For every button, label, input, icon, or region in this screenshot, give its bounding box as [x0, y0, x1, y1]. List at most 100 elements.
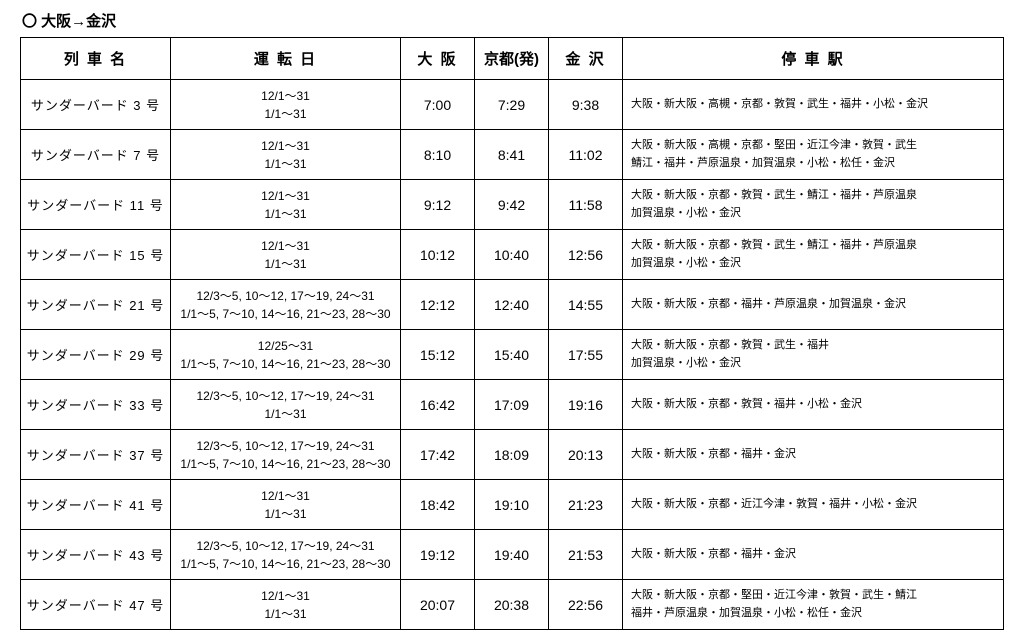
kanazawa-time-cell: 21:23 — [549, 480, 623, 530]
osaka-time-cell: 12:12 — [401, 280, 475, 330]
osaka-time-cell: 18:42 — [401, 480, 475, 530]
date-line-1: 12/1～31 — [171, 87, 400, 105]
table-row: サンダーバード 47 号12/1～311/1～3120:0720:3822:56… — [21, 580, 1004, 630]
page-title: 〇 大阪→金沢 — [20, 10, 1004, 31]
stops-cell: 大阪・新大阪・京都・近江今津・敦賀・福井・小松・金沢 — [623, 480, 1004, 530]
date-line-2: 1/1～31 — [171, 205, 400, 223]
kyoto-time-cell: 15:40 — [475, 330, 549, 380]
date-cell: 12/3～5, 10～12, 17～19, 24～311/1～5, 7～10, … — [171, 430, 401, 480]
stops-line-1: 大阪・新大阪・京都・敦賀・武生・福井 — [631, 337, 995, 355]
kanazawa-time-cell: 14:55 — [549, 280, 623, 330]
kanazawa-time-cell: 9:38 — [549, 80, 623, 130]
date-cell: 12/1～311/1～31 — [171, 80, 401, 130]
stops-cell: 大阪・新大阪・京都・敦賀・福井・小松・金沢 — [623, 380, 1004, 430]
train-name-cell: サンダーバード 15 号 — [21, 230, 171, 280]
header-osaka: 大 阪 — [401, 38, 475, 80]
kyoto-time-cell: 20:38 — [475, 580, 549, 630]
stops-line-1: 大阪・新大阪・京都・敦賀・武生・鯖江・福井・芦原温泉 — [631, 237, 995, 255]
table-row: サンダーバード 15 号12/1～311/1～3110:1210:4012:56… — [21, 230, 1004, 280]
date-line-1: 12/3～5, 10～12, 17～19, 24～31 — [171, 287, 400, 305]
date-line-1: 12/25～31 — [171, 337, 400, 355]
stops-cell: 大阪・新大阪・京都・福井・芦原温泉・加賀温泉・金沢 — [623, 280, 1004, 330]
date-line-1: 12/3～5, 10～12, 17～19, 24～31 — [171, 387, 400, 405]
header-date: 運 転 日 — [171, 38, 401, 80]
osaka-time-cell: 15:12 — [401, 330, 475, 380]
kanazawa-time-cell: 12:56 — [549, 230, 623, 280]
date-line-1: 12/1～31 — [171, 187, 400, 205]
stops-line-2: 鯖江・福井・芦原温泉・加賀温泉・小松・松任・金沢 — [631, 155, 995, 173]
stops-cell: 大阪・新大阪・京都・敦賀・武生・鯖江・福井・芦原温泉加賀温泉・小松・金沢 — [623, 180, 1004, 230]
kanazawa-time-cell: 11:58 — [549, 180, 623, 230]
date-line-1: 12/1～31 — [171, 237, 400, 255]
table-row: サンダーバード 41 号12/1～311/1～3118:4219:1021:23… — [21, 480, 1004, 530]
stops-cell: 大阪・新大阪・京都・敦賀・武生・鯖江・福井・芦原温泉加賀温泉・小松・金沢 — [623, 230, 1004, 280]
stops-line-2: 加賀温泉・小松・金沢 — [631, 255, 995, 273]
kanazawa-time-cell: 21:53 — [549, 530, 623, 580]
stops-line-1: 大阪・新大阪・高槻・京都・堅田・近江今津・敦賀・武生 — [631, 137, 995, 155]
train-name-cell: サンダーバード 41 号 — [21, 480, 171, 530]
date-line-2: 1/1～31 — [171, 105, 400, 123]
timetable: 列 車 名 運 転 日 大 阪 京都(発) 金 沢 停 車 駅 サンダーバード … — [20, 37, 1004, 630]
date-line-2: 1/1～5, 7～10, 14～16, 21～23, 28～30 — [171, 455, 400, 473]
date-line-2: 1/1～31 — [171, 505, 400, 523]
stops-line-1: 大阪・新大阪・京都・敦賀・福井・小松・金沢 — [631, 396, 995, 414]
stops-line-1: 大阪・新大阪・京都・福井・芦原温泉・加賀温泉・金沢 — [631, 296, 995, 314]
stops-cell: 大阪・新大阪・京都・福井・金沢 — [623, 430, 1004, 480]
kyoto-time-cell: 17:09 — [475, 380, 549, 430]
stops-line-1: 大阪・新大阪・京都・近江今津・敦賀・福井・小松・金沢 — [631, 496, 995, 514]
date-line-1: 12/3～5, 10～12, 17～19, 24～31 — [171, 437, 400, 455]
kanazawa-time-cell: 17:55 — [549, 330, 623, 380]
stops-line-2: 加賀温泉・小松・金沢 — [631, 355, 995, 373]
kyoto-time-cell: 19:40 — [475, 530, 549, 580]
header-train-name: 列 車 名 — [21, 38, 171, 80]
kyoto-time-cell: 19:10 — [475, 480, 549, 530]
date-cell: 12/1～311/1～31 — [171, 180, 401, 230]
stops-line-1: 大阪・新大阪・京都・堅田・近江今津・敦賀・武生・鯖江 — [631, 587, 995, 605]
header-row: 列 車 名 運 転 日 大 阪 京都(発) 金 沢 停 車 駅 — [21, 38, 1004, 80]
osaka-time-cell: 19:12 — [401, 530, 475, 580]
stops-cell: 大阪・新大阪・京都・堅田・近江今津・敦賀・武生・鯖江福井・芦原温泉・加賀温泉・小… — [623, 580, 1004, 630]
osaka-time-cell: 16:42 — [401, 380, 475, 430]
stops-line-2: 加賀温泉・小松・金沢 — [631, 205, 995, 223]
date-cell: 12/3～5, 10～12, 17～19, 24～311/1～31 — [171, 380, 401, 430]
table-row: サンダーバード 43 号12/3～5, 10～12, 17～19, 24～311… — [21, 530, 1004, 580]
train-name-cell: サンダーバード 43 号 — [21, 530, 171, 580]
header-stops: 停 車 駅 — [623, 38, 1004, 80]
table-row: サンダーバード 29 号12/25～311/1～5, 7～10, 14～16, … — [21, 330, 1004, 380]
train-name-cell: サンダーバード 7 号 — [21, 130, 171, 180]
train-name-cell: サンダーバード 29 号 — [21, 330, 171, 380]
osaka-time-cell: 9:12 — [401, 180, 475, 230]
kyoto-time-cell: 18:09 — [475, 430, 549, 480]
kyoto-time-cell: 8:41 — [475, 130, 549, 180]
stops-line-1: 大阪・新大阪・高槻・京都・敦賀・武生・福井・小松・金沢 — [631, 96, 995, 114]
date-line-2: 1/1～31 — [171, 405, 400, 423]
date-line-2: 1/1～5, 7～10, 14～16, 21～23, 28～30 — [171, 305, 400, 323]
stops-line-1: 大阪・新大阪・京都・福井・金沢 — [631, 546, 995, 564]
date-cell: 12/1～311/1～31 — [171, 480, 401, 530]
date-line-2: 1/1～31 — [171, 155, 400, 173]
osaka-time-cell: 8:10 — [401, 130, 475, 180]
kyoto-time-cell: 9:42 — [475, 180, 549, 230]
osaka-time-cell: 20:07 — [401, 580, 475, 630]
stops-line-2: 福井・芦原温泉・加賀温泉・小松・松任・金沢 — [631, 605, 995, 623]
stops-cell: 大阪・新大阪・京都・福井・金沢 — [623, 530, 1004, 580]
date-line-2: 1/1～31 — [171, 605, 400, 623]
table-row: サンダーバード 7 号12/1～311/1～318:108:4111:02大阪・… — [21, 130, 1004, 180]
date-line-1: 12/1～31 — [171, 487, 400, 505]
stops-line-1: 大阪・新大阪・京都・福井・金沢 — [631, 446, 995, 464]
kanazawa-time-cell: 20:13 — [549, 430, 623, 480]
kanazawa-time-cell: 11:02 — [549, 130, 623, 180]
table-row: サンダーバード 3 号12/1～311/1～317:007:299:38大阪・新… — [21, 80, 1004, 130]
date-line-2: 1/1～5, 7～10, 14～16, 21～23, 28～30 — [171, 555, 400, 573]
date-line-2: 1/1～31 — [171, 255, 400, 273]
header-kanazawa: 金 沢 — [549, 38, 623, 80]
kyoto-time-cell: 12:40 — [475, 280, 549, 330]
kyoto-time-cell: 10:40 — [475, 230, 549, 280]
date-cell: 12/3～5, 10～12, 17～19, 24～311/1～5, 7～10, … — [171, 530, 401, 580]
date-cell: 12/25～311/1～5, 7～10, 14～16, 21～23, 28～30 — [171, 330, 401, 380]
kanazawa-time-cell: 19:16 — [549, 380, 623, 430]
table-row: サンダーバード 33 号12/3～5, 10～12, 17～19, 24～311… — [21, 380, 1004, 430]
train-name-cell: サンダーバード 37 号 — [21, 430, 171, 480]
train-name-cell: サンダーバード 47 号 — [21, 580, 171, 630]
stops-line-1: 大阪・新大阪・京都・敦賀・武生・鯖江・福井・芦原温泉 — [631, 187, 995, 205]
